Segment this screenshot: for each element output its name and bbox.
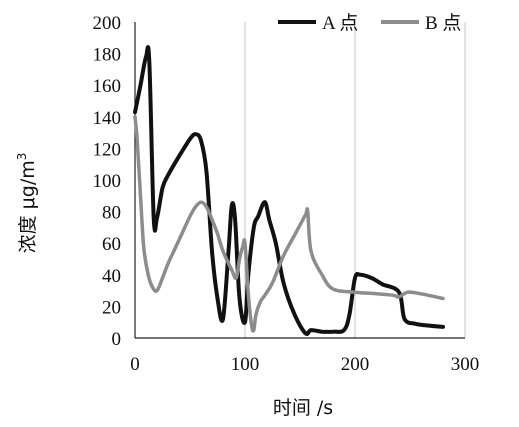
x-tick-label: 200	[341, 354, 370, 375]
y-tick-label: 200	[93, 13, 122, 34]
y-tick-labels: 0 20 40 60 80 100 120 140 160 180 200	[93, 13, 122, 350]
y-axis-label-base: 浓度 μg/m	[17, 160, 39, 253]
y-tick-label: 100	[93, 171, 122, 192]
y-axis-label-sup: 3	[15, 153, 29, 161]
y-tick-label: 60	[102, 234, 121, 255]
y-tick-label: 40	[102, 266, 121, 287]
y-tick-label: 80	[102, 203, 121, 224]
legend-label-b: B 点	[425, 12, 461, 34]
x-tick-label: 0	[130, 354, 140, 375]
x-tick-label: 100	[231, 354, 260, 375]
y-tick-label: 180	[93, 45, 122, 66]
y-tick-label: 160	[93, 76, 122, 97]
y-tick-label: 0	[112, 329, 122, 350]
y-axis-label: 浓度 μg/m3	[15, 153, 39, 254]
x-tick-labels: 0 100 200 300	[130, 354, 479, 375]
x-tick-label: 300	[451, 354, 480, 375]
series-line-a	[133, 45, 445, 336]
y-tick-label: 20	[102, 297, 121, 318]
series-line-b	[133, 115, 445, 333]
legend: A 点 B 点	[278, 12, 461, 34]
y-tick-label: 140	[93, 108, 122, 129]
legend-label-a: A 点	[322, 12, 358, 34]
x-axis-label: 时间 /s	[273, 397, 333, 419]
y-tick-label: 120	[93, 139, 122, 160]
series-lines	[133, 45, 445, 336]
axes	[134, 22, 465, 339]
